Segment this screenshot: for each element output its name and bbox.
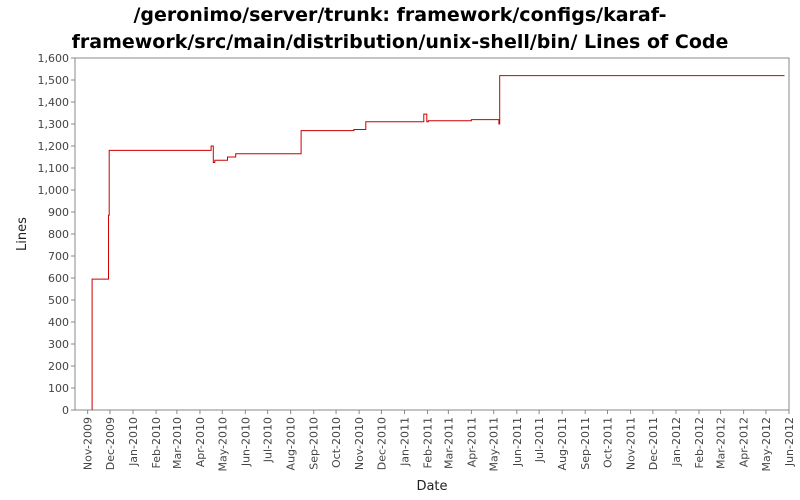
x-tick-label: Feb-2012	[693, 417, 706, 468]
x-tick-label: May-2012	[760, 417, 773, 472]
x-tick-label: Jun-2010	[239, 417, 252, 467]
y-tick-label: 200	[48, 360, 69, 373]
x-tick-label: Sep-2010	[308, 417, 321, 470]
y-tick-label: 1,400	[38, 96, 70, 109]
x-tick-label: Dec-2010	[375, 417, 388, 470]
y-tick-label: 1,600	[38, 52, 70, 65]
chart-title-line-1: /geronimo/server/trunk: framework/config…	[133, 4, 667, 26]
x-tick-label: Apr-2012	[738, 417, 751, 467]
series-layer	[91, 75, 785, 410]
y-tick-label: 300	[48, 338, 69, 351]
y-tick-label: 1,300	[38, 118, 70, 131]
y-tick-label: 0	[62, 404, 69, 417]
y-tick-label: 1,500	[38, 74, 70, 87]
chart-title-line-2: framework/src/main/distribution/unix-she…	[71, 31, 729, 53]
x-tick-label: Oct-2011	[602, 417, 615, 468]
x-axis-label: Date	[416, 479, 447, 494]
x-tick-label: Feb-2011	[422, 417, 435, 468]
x-tick-label: Jan-2010	[127, 417, 140, 467]
x-tick-label: Oct-2010	[330, 417, 343, 468]
x-tick-label: Mar-2012	[715, 417, 728, 469]
x-tick-label: Dec-2009	[104, 417, 117, 470]
y-tick-label: 1,200	[38, 140, 70, 153]
x-tick-label: Jan-2011	[398, 417, 411, 467]
y-tick-label: 1,000	[38, 184, 70, 197]
y-tick-label: 400	[48, 316, 69, 329]
plot-area	[74, 57, 790, 411]
y-axis-label: Lines	[15, 217, 30, 251]
x-tick-label: Nov-2009	[82, 417, 95, 470]
y-tick-label: 100	[48, 382, 69, 395]
x-tick-label: Jul-2010	[262, 417, 275, 463]
x-tick-label: Nov-2011	[625, 417, 638, 470]
y-axis: 0 100 200 300 400 500 600 700 800 900 1,000 1,100 1,…	[38, 52, 75, 417]
x-tick-label: Jul-2011	[533, 417, 546, 463]
x-tick-label: Jun-2011	[511, 417, 524, 467]
chart-title: /geronimo/server/trunk: framework/config…	[0, 2, 800, 56]
y-tick-label: 1,100	[38, 162, 70, 175]
x-tick-label: Sep-2011	[579, 417, 592, 470]
x-tick-label: Jun-2012	[783, 417, 796, 467]
x-tick-label: Aug-2011	[556, 417, 569, 470]
x-tick-label: Aug-2010	[285, 417, 298, 470]
x-tick-label: Mar-2010	[171, 417, 184, 469]
y-tick-label: 500	[48, 294, 69, 307]
x-tick-label: Dec-2011	[647, 417, 660, 470]
x-tick-label: Feb-2010	[150, 417, 163, 468]
x-tick-label: May-2010	[216, 417, 229, 472]
y-tick-label: 700	[48, 250, 69, 263]
y-tick-label: 600	[48, 272, 69, 285]
x-tick-label: Jan-2012	[670, 417, 683, 467]
x-tick-label: May-2011	[488, 417, 501, 472]
x-tick-label: Nov-2010	[353, 417, 366, 470]
y-tick-label: 900	[48, 206, 69, 219]
y-tick-label: 800	[48, 228, 69, 241]
x-tick-label: Apr-2011	[465, 417, 478, 467]
series-line	[91, 75, 785, 410]
x-tick-label: Apr-2010	[194, 417, 207, 467]
x-tick-label: Mar-2011	[442, 417, 455, 469]
x-axis: Nov-2009 Dec-2009 Jan-2010 Feb-2010 Mar-2010…	[82, 410, 796, 472]
